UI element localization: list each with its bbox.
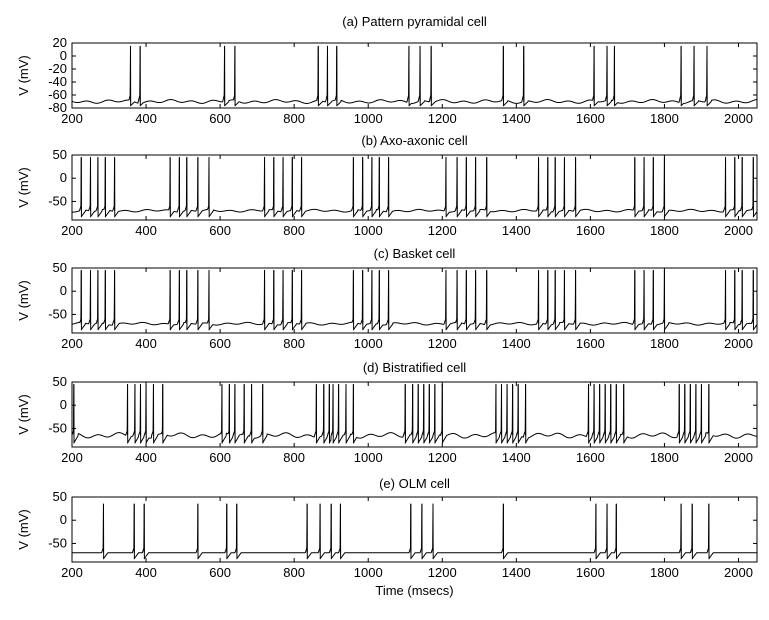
x-tick-label: 1600 <box>576 336 605 351</box>
x-tick-label: 1800 <box>650 450 679 465</box>
panel-d-frame <box>71 381 758 448</box>
panel-e-title: (e) OLM cell <box>379 476 450 491</box>
x-tick-label: 1000 <box>354 111 383 126</box>
x-tick-label: 200 <box>61 223 83 238</box>
panel-e: (e) OLM cell V (mV) 200 400 600 800 1000 1200 14… <box>16 476 758 598</box>
panel-d-trace <box>71 383 758 444</box>
x-tick-label: 2000 <box>724 450 753 465</box>
x-tick-label: 1400 <box>502 565 531 580</box>
panel-c-ylabel: V (mV) <box>16 280 31 320</box>
y-tick-label: 0 <box>60 170 67 185</box>
y-tick-label: -50 <box>48 420 67 435</box>
y-tick-label: -50 <box>48 306 67 321</box>
panel-e-ylabel: V (mV) <box>16 509 31 549</box>
x-tick-label: 800 <box>283 336 305 351</box>
x-tick-label: 400 <box>135 336 157 351</box>
x-tick-label: 1800 <box>650 111 679 126</box>
x-tick-label: 1600 <box>576 450 605 465</box>
x-tick-label: 2000 <box>724 223 753 238</box>
panel-b-trace <box>71 156 758 218</box>
x-tick-label: 1000 <box>354 565 383 580</box>
x-tick-label: 400 <box>135 223 157 238</box>
x-tick-label: 1600 <box>576 111 605 126</box>
x-tick-label: 600 <box>209 111 231 126</box>
x-tick-label: 600 <box>209 450 231 465</box>
panel-c: (c) Basket cell V (mV) 200 400 600 800 1000 120… <box>16 246 758 351</box>
y-tick-label: -80 <box>48 100 67 115</box>
x-tick-label: 600 <box>209 223 231 238</box>
x-tick-label: 200 <box>61 111 83 126</box>
panel-a-trace <box>71 45 758 107</box>
x-tick-label: 1800 <box>650 223 679 238</box>
x-tick-label: 800 <box>283 565 305 580</box>
x-tick-label: 2000 <box>724 111 753 126</box>
panel-a-ylabel: V (mV) <box>16 55 31 95</box>
x-tick-label: 400 <box>135 450 157 465</box>
panel-c-title: (c) Basket cell <box>374 246 456 261</box>
x-tick-label: 2000 <box>724 336 753 351</box>
x-tick-label: 1200 <box>428 111 457 126</box>
x-tick-label: 400 <box>135 111 157 126</box>
panel-e-xlabel: Time (msecs) <box>375 583 453 598</box>
x-tick-label: 1800 <box>650 565 679 580</box>
panel-b-title: (b) Axo-axonic cell <box>361 133 467 148</box>
panel-d: (d) Bistratified cell V (mV) 200 400 600 800 1… <box>16 360 758 465</box>
y-tick-label: -50 <box>48 193 67 208</box>
x-tick-label: 600 <box>209 565 231 580</box>
panel-a-frame <box>71 42 758 109</box>
x-tick-label: 1000 <box>354 223 383 238</box>
panel-b-ylabel: V (mV) <box>16 167 31 207</box>
y-tick-label: 50 <box>53 489 67 504</box>
y-tick-label: 20 <box>53 35 67 50</box>
panel-d-title: (d) Bistratified cell <box>363 360 466 375</box>
panel-b: (b) Axo-axonic cell V (mV) 200 400 600 800 100… <box>16 133 758 238</box>
y-tick-label: -20 <box>48 61 67 76</box>
y-tick-label: 0 <box>60 48 67 63</box>
y-tick-label: -40 <box>48 74 67 89</box>
x-tick-label: 200 <box>61 450 83 465</box>
panel-c-trace <box>71 269 758 331</box>
panel-a-title: (a) Pattern pyramidal cell <box>342 14 487 29</box>
y-tick-label: 0 <box>60 512 67 527</box>
x-tick-label: 600 <box>209 336 231 351</box>
y-tick-label: 0 <box>60 397 67 412</box>
panel-a: (a) Pattern pyramidal cell V (mV) 200 400 60… <box>16 14 758 126</box>
y-tick-label: 50 <box>53 147 67 162</box>
panel-e-trace <box>71 503 758 560</box>
x-tick-label: 200 <box>61 336 83 351</box>
panel-c-frame <box>71 267 758 334</box>
x-tick-label: 1000 <box>354 336 383 351</box>
y-tick-label: -50 <box>48 535 67 550</box>
x-tick-label: 1200 <box>428 565 457 580</box>
x-tick-label: 200 <box>61 565 83 580</box>
x-tick-label: 1800 <box>650 336 679 351</box>
x-tick-label: 1400 <box>502 336 531 351</box>
x-tick-label: 1200 <box>428 223 457 238</box>
x-tick-label: 1400 <box>502 223 531 238</box>
x-tick-label: 2000 <box>724 565 753 580</box>
x-tick-label: 1000 <box>354 450 383 465</box>
x-tick-label: 1200 <box>428 450 457 465</box>
x-tick-label: 1200 <box>428 336 457 351</box>
y-tick-label: -60 <box>48 87 67 102</box>
x-tick-label: 800 <box>283 450 305 465</box>
x-tick-label: 1400 <box>502 450 531 465</box>
x-tick-label: 800 <box>283 111 305 126</box>
y-tick-label: 0 <box>60 283 67 298</box>
y-tick-label: 50 <box>53 374 67 389</box>
x-tick-label: 800 <box>283 223 305 238</box>
x-tick-label: 1600 <box>576 223 605 238</box>
x-tick-label: 1400 <box>502 111 531 126</box>
y-tick-label: 50 <box>53 260 67 275</box>
panel-d-ylabel: V (mV) <box>16 394 31 434</box>
x-tick-label: 1600 <box>576 565 605 580</box>
panel-b-frame <box>71 154 758 221</box>
panel-e-frame <box>71 496 758 563</box>
x-tick-label: 400 <box>135 565 157 580</box>
